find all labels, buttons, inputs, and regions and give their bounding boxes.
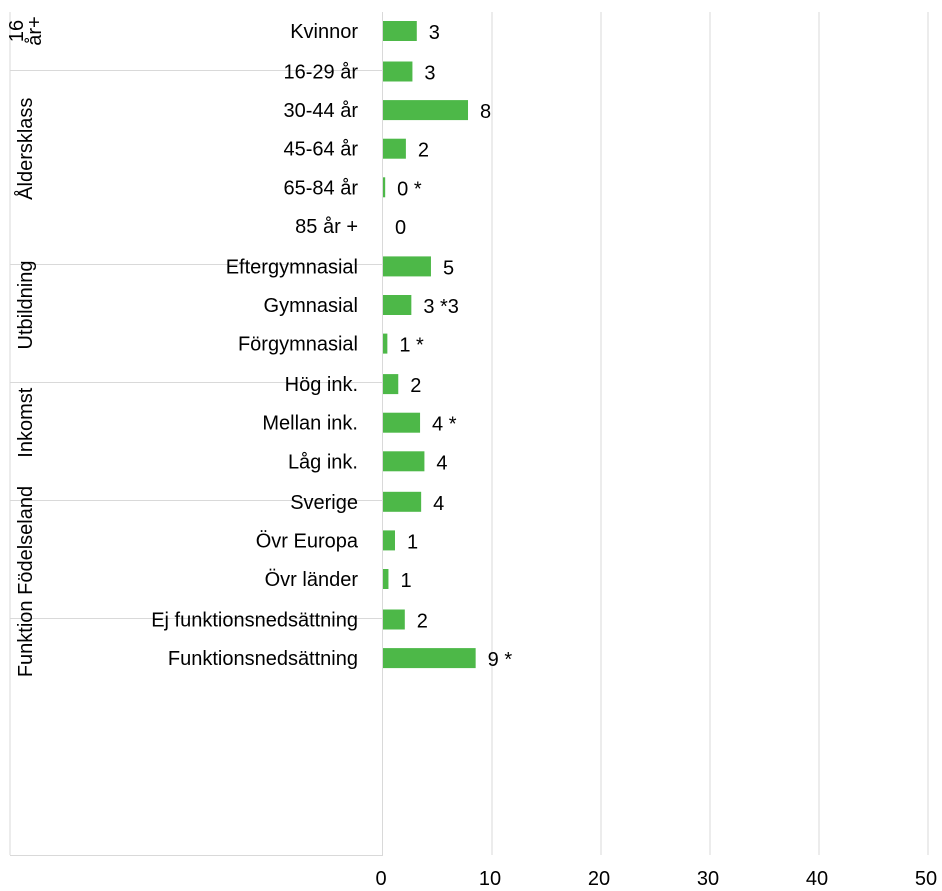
- data-label: 1 *: [399, 335, 424, 357]
- bar: [383, 609, 405, 630]
- category-label: Kvinnor: [290, 21, 358, 43]
- bar: [383, 138, 406, 159]
- category-label: 85 år +: [295, 216, 358, 238]
- category-labels: Kvinnor 16-29 år 30-44 år 45-64 år 65-84 år 8…: [151, 21, 359, 670]
- category-separators: [9, 12, 383, 856]
- category-label: 45-64 år: [284, 139, 359, 161]
- category-label: Övr Europa: [256, 530, 359, 552]
- category-label: Låg ink.: [288, 451, 358, 473]
- category-label: 65-84 år: [284, 177, 359, 199]
- category-label: 16-29 år: [284, 62, 359, 84]
- data-label: 0: [395, 217, 406, 239]
- category-label: Ej funktionsnedsättning: [151, 610, 358, 632]
- data-label: 2: [418, 140, 429, 162]
- group-label: Födelseland: [15, 486, 37, 595]
- data-label: 3 *3: [423, 296, 459, 318]
- data-label: 4 *: [432, 414, 457, 436]
- bar: [383, 530, 395, 551]
- bar: [383, 177, 386, 198]
- category-label: Övr länder: [265, 569, 359, 591]
- category-label: Gymnasial: [264, 295, 358, 317]
- group-label: 16år+: [6, 16, 46, 45]
- data-label: 3: [429, 22, 440, 44]
- data-label: 0 *: [397, 178, 422, 200]
- data-label: 4: [433, 493, 444, 515]
- data-label: 5: [443, 257, 454, 279]
- bars: [383, 21, 476, 669]
- bar: [383, 412, 421, 433]
- bar: [383, 648, 476, 669]
- bar: [383, 491, 422, 512]
- category-label: 30-44 år: [284, 100, 359, 122]
- category-label: Förgymnasial: [238, 334, 358, 356]
- bar: [383, 256, 431, 277]
- x-tick-label: 0: [375, 868, 386, 890]
- category-label: Funktionsnedsättning: [168, 648, 358, 670]
- category-label: Eftergymnasial: [226, 256, 358, 278]
- category-label: Mellan ink.: [262, 413, 358, 435]
- bar: [383, 100, 469, 121]
- group-label: Utbildning: [15, 261, 37, 350]
- data-label: 8: [480, 101, 491, 123]
- group-label: Funktion: [15, 600, 37, 677]
- category-label: Hög ink.: [285, 374, 358, 396]
- data-label: 2: [410, 375, 421, 397]
- group-labels: 16år+ Åldersklass Utbildning Inkomst Födelse…: [6, 16, 46, 677]
- x-tick-label: 10: [479, 868, 501, 890]
- data-label: 4: [436, 452, 447, 474]
- x-tick-label: 40: [806, 868, 828, 890]
- bar: [383, 374, 399, 395]
- bar: [383, 333, 388, 354]
- category-label: Sverige: [290, 492, 358, 514]
- bar: [383, 451, 425, 472]
- grid-layer: [382, 12, 929, 855]
- x-tick-label: 50: [915, 868, 937, 890]
- x-tick-label: 30: [697, 868, 719, 890]
- data-label: 2: [417, 611, 428, 633]
- x-tick-label: 20: [588, 868, 610, 890]
- data-label: 1: [400, 570, 411, 592]
- x-axis-ticks: 0 10 20 30 40 50: [375, 868, 937, 890]
- bar: [383, 569, 389, 589]
- data-label: 3: [424, 63, 435, 85]
- data-label: 1: [407, 531, 418, 553]
- group-label: Inkomst: [15, 387, 37, 457]
- bar: [383, 61, 413, 82]
- data-label: 9 *: [488, 649, 513, 671]
- group-label: Åldersklass: [14, 98, 37, 200]
- bar: [383, 295, 412, 315]
- bar: [383, 21, 417, 41]
